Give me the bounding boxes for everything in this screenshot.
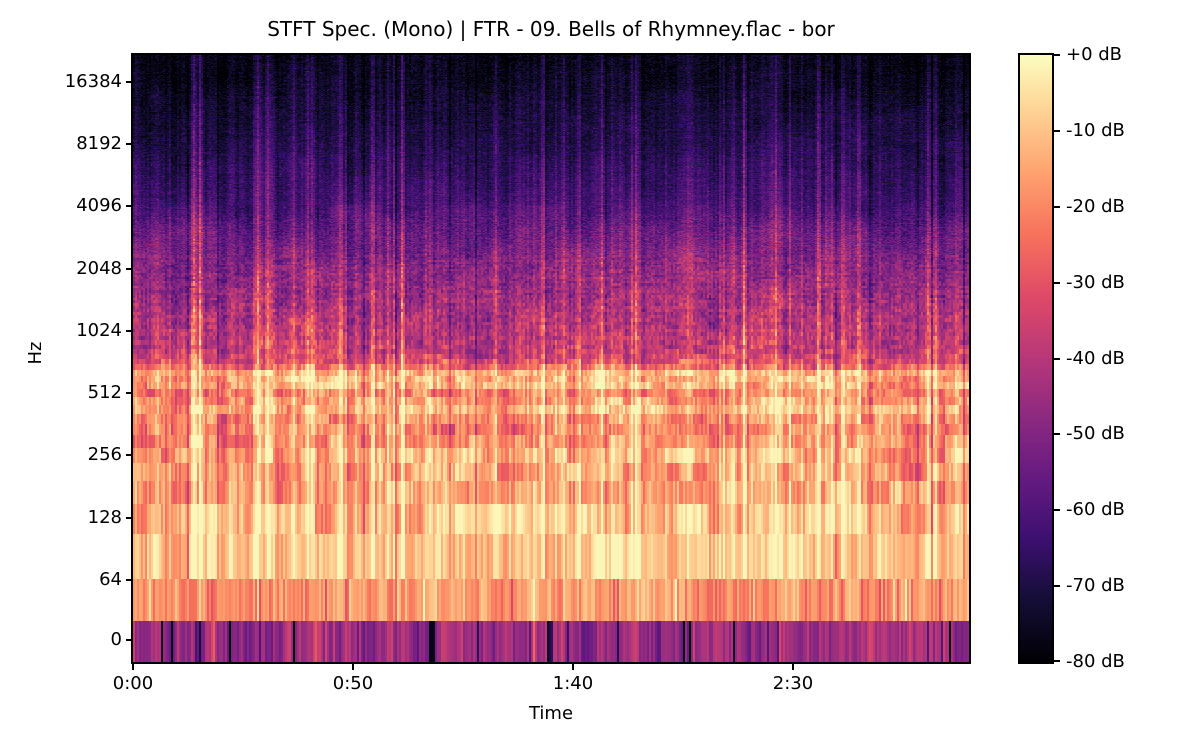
colorbar-tick-label: -40 dB — [1066, 347, 1125, 369]
x-tick-label: 2:30 — [772, 673, 814, 694]
colorbar-gradient — [1020, 55, 1052, 662]
y-tick-mark — [126, 80, 133, 83]
colorbar-tick-mark — [1054, 660, 1060, 662]
y-tick-label: 0 — [110, 629, 122, 650]
colorbar-tick-mark — [1054, 54, 1060, 56]
colorbar-tick-label: -60 dB — [1066, 499, 1125, 521]
y-axis-title: Hz — [25, 341, 46, 365]
colorbar-tick-mark — [1054, 357, 1060, 360]
y-tick-label: 4096 — [76, 195, 122, 217]
y-tick-mark — [126, 454, 133, 457]
colorbar-tick-label: -30 dB — [1066, 271, 1125, 293]
colorbar-tick-mark — [1054, 585, 1060, 588]
x-tick-label: 1:40 — [552, 673, 594, 694]
y-tick-label: 128 — [87, 506, 122, 528]
y-tick-mark — [126, 392, 133, 395]
y-tick-mark — [126, 142, 133, 145]
y-tick-mark — [126, 639, 133, 641]
y-tick-label: 2048 — [76, 257, 122, 279]
colorbar-tick-label: -50 dB — [1066, 423, 1125, 445]
y-tick-mark — [126, 516, 133, 519]
colorbar-tick-mark — [1054, 509, 1060, 512]
y-tick-label: 512 — [87, 382, 122, 404]
x-tick-label: 0:00 — [112, 673, 154, 694]
y-tick-mark — [126, 205, 133, 208]
y-tick-label: 8192 — [76, 132, 122, 154]
spectrogram-heatmap — [133, 55, 969, 662]
colorbar-tick-mark — [1054, 205, 1060, 208]
x-axis-title: Time — [528, 703, 574, 724]
y-tick-mark — [126, 267, 133, 270]
y-tick-label: 256 — [87, 444, 122, 466]
x-tick-mark — [352, 663, 354, 670]
colorbar-tick-mark — [1054, 129, 1060, 132]
colorbar-tick-mark — [1054, 433, 1060, 436]
x-tick-mark — [792, 663, 794, 670]
chart-title: STFT Spec. (Mono) | FTR - 09. Bells of R… — [267, 17, 835, 41]
y-tick-mark — [126, 579, 133, 581]
x-tick-mark — [572, 663, 574, 670]
colorbar-tick-label: +0 dB — [1066, 44, 1123, 65]
x-tick-label: 0:50 — [332, 673, 374, 694]
colorbar-tick-label: -70 dB — [1066, 575, 1125, 597]
colorbar-tick-mark — [1054, 281, 1060, 284]
y-tick-label: 64 — [99, 569, 122, 590]
y-tick-label: 16384 — [64, 70, 122, 92]
y-tick-mark — [126, 329, 133, 332]
x-tick-mark — [132, 663, 134, 670]
colorbar-tick-label: -80 dB — [1066, 651, 1125, 672]
colorbar-tick-label: -10 dB — [1066, 119, 1125, 141]
colorbar-tick-label: -20 dB — [1066, 195, 1125, 217]
